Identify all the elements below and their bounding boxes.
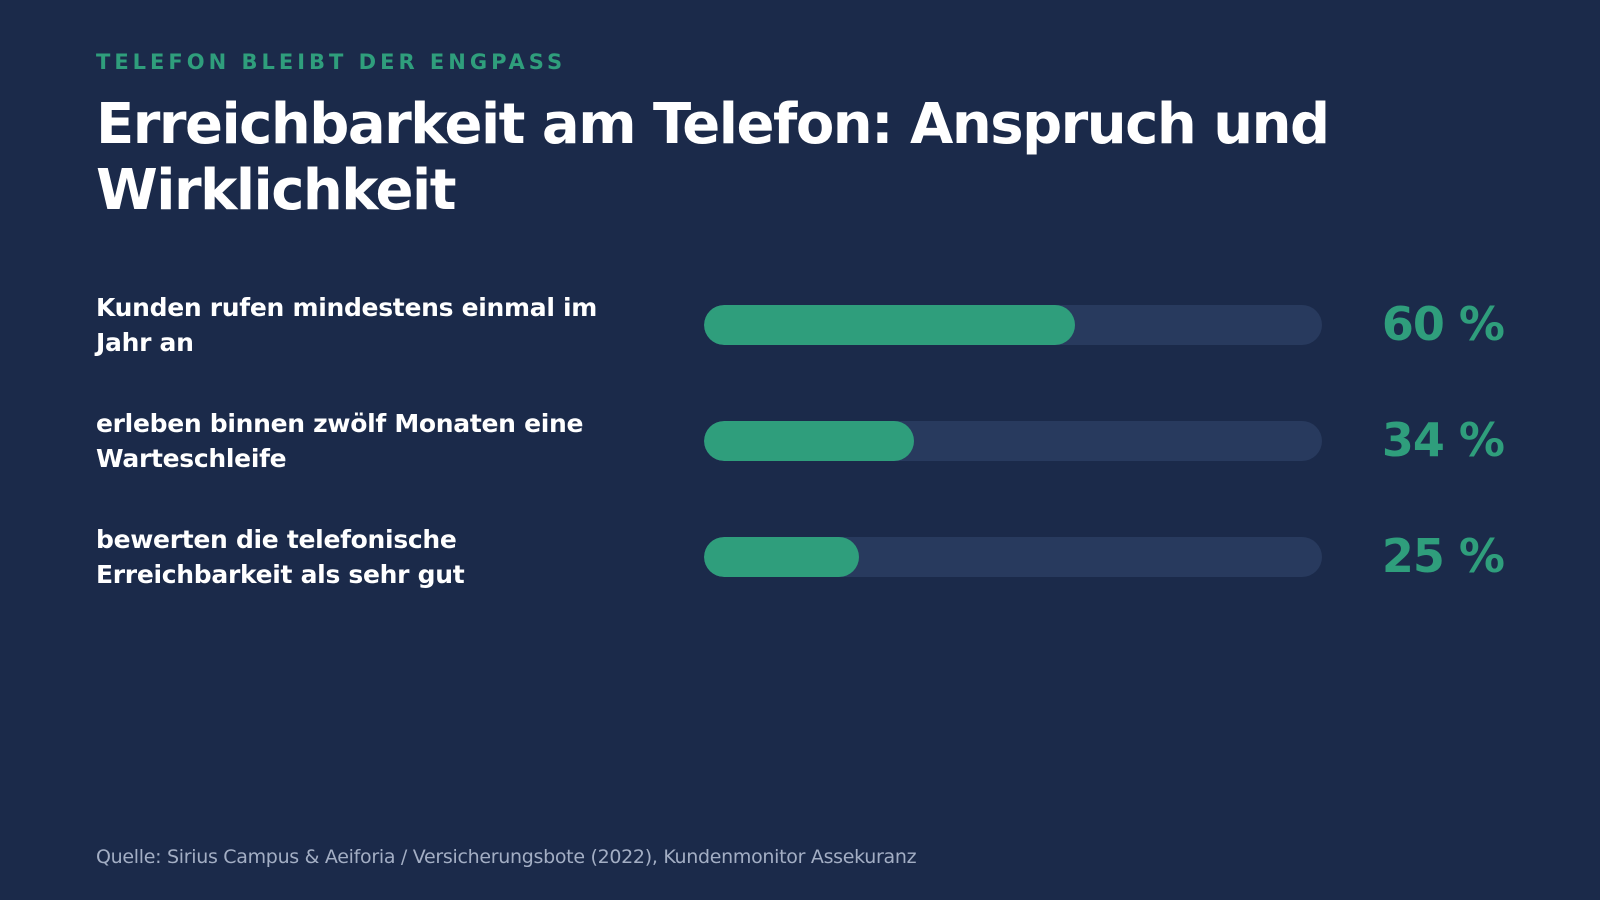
bar-category-label: erleben binnen zwölf Monaten eine Wartes…: [96, 409, 584, 473]
bar-track: [704, 305, 1322, 345]
bar-category-label: bewerten die telefonische Erreichbarkeit…: [96, 525, 465, 589]
bar-value-label: 60 %: [1381, 297, 1505, 351]
bar-value-label: 34 %: [1381, 413, 1505, 467]
bar-value-label: 25 %: [1381, 529, 1505, 583]
bar-track: [704, 421, 1322, 461]
eyebrow: TELEFON BLEIBT DER ENGPASS: [96, 50, 567, 74]
bar-track: [704, 537, 1322, 577]
bar-category-label: Kunden rufen mindestens einmal im Jahr a…: [96, 293, 598, 357]
bar-row: erleben binnen zwölf Monaten eine Wartes…: [0, 406, 1600, 486]
bar-row: Kunden rufen mindestens einmal im Jahr a…: [0, 290, 1600, 370]
chart-title: Erreichbarkeit am Telefon: Anspruch und …: [96, 92, 1330, 223]
bar-fill: [704, 537, 859, 577]
bar-fill: [704, 305, 1075, 345]
source-note: Quelle: Sirius Campus & Aeiforia / Versi…: [96, 846, 917, 868]
bar-row: bewerten die telefonische Erreichbarkeit…: [0, 522, 1600, 602]
bar-fill: [704, 421, 914, 461]
